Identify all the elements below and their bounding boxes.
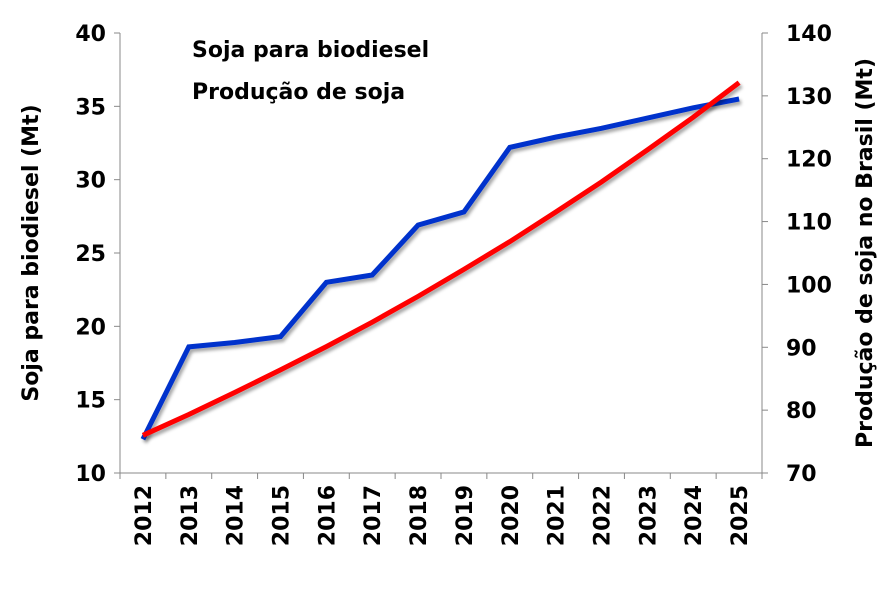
y-axis-label: Soja para biodiesel (Mt) [19, 104, 44, 401]
x-tick-label: 2013 [178, 485, 203, 546]
legend-label: Soja para biodiesel [192, 38, 429, 63]
y-tick-label: 25 [75, 242, 106, 267]
x-tick-label: 2024 [682, 485, 707, 546]
x-tick-label: 2014 [224, 485, 249, 546]
y-tick-label: 20 [75, 315, 106, 340]
y2-tick-label: 110 [786, 211, 832, 236]
legend-label: Produção de soja [192, 80, 405, 105]
y-tick-label: 35 [75, 95, 106, 120]
y2-tick-label: 90 [786, 336, 817, 361]
x-tick-label: 2012 [132, 485, 157, 546]
y-tick-label: 30 [75, 169, 106, 194]
y2-tick-label: 70 [786, 462, 817, 487]
y2-tick-label: 80 [786, 399, 817, 424]
y-tick-label: 15 [75, 389, 106, 414]
y2-tick-label: 100 [786, 273, 832, 298]
x-tick-label: 2018 [407, 485, 432, 546]
x-tick-label: 2021 [545, 485, 570, 546]
x-tick-label: 2022 [591, 485, 616, 546]
legend: Soja para biodiesel Produção de soja [148, 38, 429, 105]
y2-tick-label: 120 [786, 148, 832, 173]
y2-axis-label: Produção de soja no Brasil (Mt) [853, 58, 878, 448]
x-tick-label: 2019 [453, 485, 478, 546]
x-tick-label: 2015 [270, 485, 295, 546]
y-tick-label: 10 [75, 462, 106, 487]
x-tick-label: 2025 [728, 485, 753, 546]
x-tick-label: 2016 [315, 485, 340, 546]
y2-tick-label: 130 [786, 85, 832, 110]
x-tick-label: 2017 [361, 485, 386, 546]
y2-tick-label: 140 [786, 22, 832, 47]
x-tick-label: 2020 [499, 485, 524, 546]
series-line-producao [143, 83, 739, 436]
x-tick-label: 2023 [636, 485, 661, 546]
y-tick-label: 40 [75, 22, 106, 47]
